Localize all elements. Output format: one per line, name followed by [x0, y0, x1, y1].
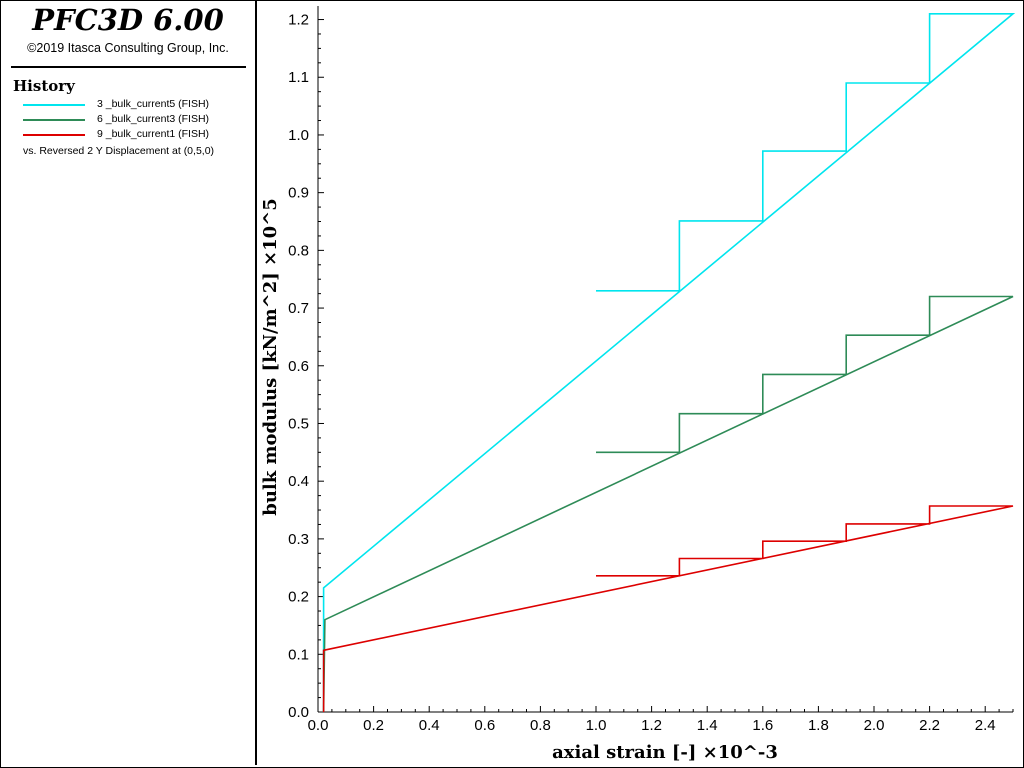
x-tick-label: 1.8 — [808, 717, 829, 734]
y-tick-label: 1.0 — [288, 127, 309, 144]
legend-vs-text: vs. Reversed 2 Y Displacement at (0,5,0) — [23, 145, 215, 157]
x-tick-label: 1.2 — [641, 717, 662, 734]
legend-title: History — [13, 77, 75, 95]
x-tick-label: 2.4 — [975, 717, 996, 734]
x-tick-label: 0.6 — [474, 717, 495, 734]
x-tick-label: 1.6 — [752, 717, 773, 734]
x-tick-label: 0.8 — [530, 717, 551, 734]
x-tick-label: 1.4 — [697, 717, 718, 734]
x-axis-title: axial strain [-] ×10^-3 — [552, 742, 778, 763]
series-line-2 — [322, 505, 1014, 712]
y-tick-label: 0.0 — [288, 704, 309, 721]
y-tick-label: 0.5 — [288, 415, 309, 432]
legend-entry-bulk-current1: 9 _bulk_current1 (FISH) — [23, 128, 253, 142]
y-tick-label: 0.9 — [288, 185, 309, 202]
y-tick-label: 0.1 — [288, 646, 309, 663]
legend-panel: PFC3D 6.00 ©2019 Itasca Consulting Group… — [1, 1, 257, 765]
y-tick-label: 0.4 — [288, 473, 309, 490]
y-tick-label: 0.8 — [288, 242, 309, 259]
legend-entry-bulk-current3: 6 _bulk_current3 (FISH) — [23, 113, 253, 127]
x-tick-label: 1.0 — [586, 717, 607, 734]
series-line-1 — [322, 295, 1014, 713]
x-tick-label: 0.0 — [308, 717, 329, 734]
x-tick-label: 0.4 — [419, 717, 440, 734]
legend-label: 9 _bulk_current1 (FISH) — [97, 128, 210, 140]
y-tick-label: 1.1 — [288, 69, 309, 86]
legend-label: 3 _bulk_current5 (FISH) — [97, 98, 210, 110]
series-line-0 — [322, 13, 1016, 712]
y-tick-label: 0.6 — [288, 358, 309, 375]
legend-swatch-icon — [23, 119, 85, 121]
x-tick-label: 0.2 — [363, 717, 384, 734]
y-tick-label: 0.7 — [288, 300, 309, 317]
legend-divider — [11, 66, 246, 68]
legend-entry-bulk-current5: 3 _bulk_current5 (FISH) — [23, 98, 253, 112]
legend-swatch-icon — [23, 134, 85, 136]
y-tick-label: 1.2 — [288, 12, 309, 29]
chart-axes: 0.0 0.2 0.4 0.6 0.8 1.0 1.2 1.4 1.6 1.8 2.0 2.2 2.4 0… — [288, 6, 1014, 734]
x-tick-label: 2.2 — [919, 717, 940, 734]
copyright-text: ©2019 Itasca Consulting Group, Inc. — [27, 41, 229, 55]
legend-label: 6 _bulk_current3 (FISH) — [97, 113, 210, 125]
legend-swatch-icon — [23, 104, 85, 106]
y-tick-label: 0.3 — [288, 531, 309, 548]
y-tick-label: 0.2 — [288, 589, 309, 606]
app-title: PFC3D 6.00 — [32, 3, 224, 37]
x-tick-label: 2.0 — [864, 717, 885, 734]
y-axis-title: bulk modulus [kN/m^2] ×10^5 — [260, 198, 281, 516]
chart-series-layer — [322, 13, 1016, 713]
